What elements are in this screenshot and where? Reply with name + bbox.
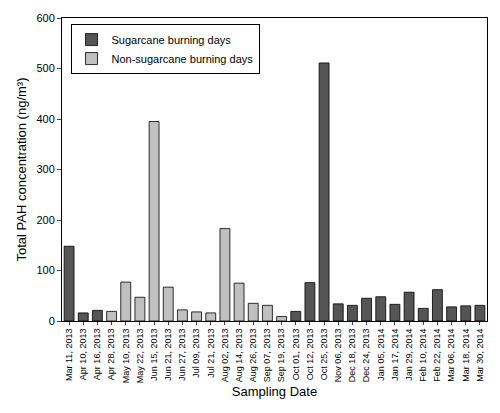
svg-text:Oct 25, 2013: Oct 25, 2013 xyxy=(319,329,329,381)
svg-text:Total PAH concentration (ng/m³: Total PAH concentration (ng/m³) xyxy=(14,78,29,262)
svg-text:Mar 30, 2014: Mar 30, 2014 xyxy=(475,329,485,382)
svg-text:Jan 05, 2014: Jan 05, 2014 xyxy=(376,329,386,381)
svg-text:200: 200 xyxy=(36,214,54,226)
svg-text:Mar 18, 2014: Mar 18, 2014 xyxy=(461,329,471,382)
svg-text:600: 600 xyxy=(36,12,54,24)
svg-text:Sep 19, 2013: Sep 19, 2013 xyxy=(277,329,287,383)
svg-text:Dec 24, 2013: Dec 24, 2013 xyxy=(362,329,372,383)
svg-text:Aug 14, 2013: Aug 14, 2013 xyxy=(234,329,244,383)
svg-text:Jan 17, 2014: Jan 17, 2014 xyxy=(390,329,400,381)
svg-text:Mar 06, 2014: Mar 06, 2014 xyxy=(447,329,457,382)
svg-text:Sugarcane burning days: Sugarcane burning days xyxy=(112,34,232,46)
svg-text:Oct 12, 2013: Oct 12, 2013 xyxy=(305,329,315,381)
svg-text:Apr 10, 2013: Apr 10, 2013 xyxy=(78,329,88,381)
svg-text:400: 400 xyxy=(36,113,54,125)
svg-text:Feb 10, 2014: Feb 10, 2014 xyxy=(418,329,428,382)
svg-text:Aug 02, 2013: Aug 02, 2013 xyxy=(220,329,230,383)
svg-text:Dec 18, 2013: Dec 18, 2013 xyxy=(347,329,357,383)
svg-text:Jun 21, 2013: Jun 21, 2013 xyxy=(163,329,173,381)
svg-text:Jun 27, 2013: Jun 27, 2013 xyxy=(177,329,187,381)
svg-text:Apr 28, 2013: Apr 28, 2013 xyxy=(107,329,117,381)
svg-text:Aug 26, 2013: Aug 26, 2013 xyxy=(248,329,258,383)
svg-text:300: 300 xyxy=(36,163,54,175)
svg-text:Sampling Date: Sampling Date xyxy=(232,384,317,399)
svg-text:Apr 16, 2013: Apr 16, 2013 xyxy=(92,329,102,381)
svg-text:Nov 06, 2013: Nov 06, 2013 xyxy=(333,329,343,383)
svg-text:Feb 22, 2014: Feb 22, 2014 xyxy=(432,329,442,382)
svg-text:May 10, 2013: May 10, 2013 xyxy=(121,329,131,384)
svg-text:Sep 07, 2013: Sep 07, 2013 xyxy=(262,329,272,383)
svg-text:Jun 15, 2013: Jun 15, 2013 xyxy=(149,329,159,381)
svg-text:Mar 11, 2013: Mar 11, 2013 xyxy=(64,329,74,381)
svg-text:500: 500 xyxy=(36,62,54,74)
svg-text:Jan 29, 2014: Jan 29, 2014 xyxy=(404,329,414,381)
svg-text:May 22, 2013: May 22, 2013 xyxy=(135,329,145,384)
svg-text:Oct 01, 2013: Oct 01, 2013 xyxy=(291,329,301,381)
svg-text:Jul 09, 2013: Jul 09, 2013 xyxy=(192,329,202,378)
svg-text:Jul 21, 2013: Jul 21, 2013 xyxy=(206,329,216,378)
svg-text:100: 100 xyxy=(36,264,54,276)
svg-text:Non-sugarcane burning days: Non-sugarcane burning days xyxy=(112,53,254,65)
svg-text:0: 0 xyxy=(49,315,55,327)
